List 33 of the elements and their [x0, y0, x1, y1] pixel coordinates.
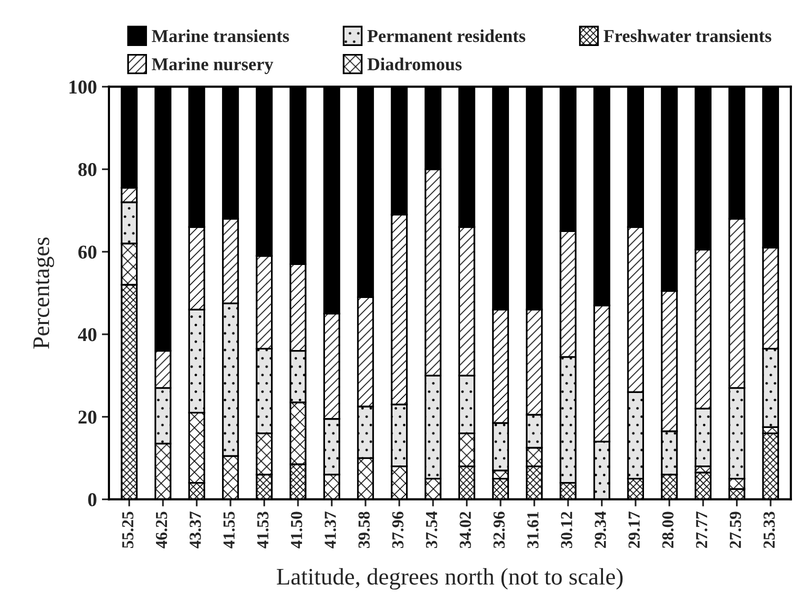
x-tick-label: 30.12: [560, 512, 572, 548]
x-tick-label: 41.50: [290, 512, 302, 548]
x-tick-label: 34.02: [460, 512, 472, 548]
x-tick-label: 29.17: [628, 512, 640, 548]
x-tick-label: 41.53: [257, 512, 268, 548]
x-tick-label: 37.96: [392, 512, 404, 548]
x-tick-label: 39.58: [358, 512, 370, 548]
y-tick-label: 0: [88, 493, 96, 506]
x-tick-label: 41.37: [324, 512, 336, 548]
x-tick-label: 32.96: [494, 512, 505, 548]
x-tick-label: 28.00: [662, 512, 674, 548]
x-tick-label: 37.54: [426, 511, 438, 548]
x-tick-label: 46.25: [156, 512, 168, 548]
x-tick-label: 43.37: [190, 512, 201, 548]
x-axis-title: Latitude, degrees north (not to scale): [276, 568, 623, 590]
legend-label: Marine transients: [152, 29, 290, 42]
y-tick-label: 60: [78, 246, 96, 259]
x-tick-label: 27.77: [696, 512, 708, 548]
y-tick-label: 80: [78, 163, 96, 176]
x-tick-label: 29.34: [594, 511, 606, 548]
legend-label: Freshwater transients: [604, 29, 772, 42]
x-tick-label: 31.61: [527, 512, 539, 548]
x-tick-label: 41.55: [223, 512, 235, 548]
y-tick-label: 100: [70, 80, 96, 94]
legend-label: Marine nursery: [152, 58, 274, 74]
legend-label: Diadromous: [367, 58, 462, 70]
x-tick-label: 55.25: [122, 512, 134, 548]
y-axis-title: Percentages: [34, 238, 54, 349]
y-tick-label: 40: [78, 328, 96, 342]
legend-label: Permanent residents: [367, 29, 526, 42]
x-tick-label: 27.59: [730, 512, 742, 548]
x-tick-label: 25.33: [764, 512, 775, 548]
y-tick-label: 20: [78, 410, 96, 424]
